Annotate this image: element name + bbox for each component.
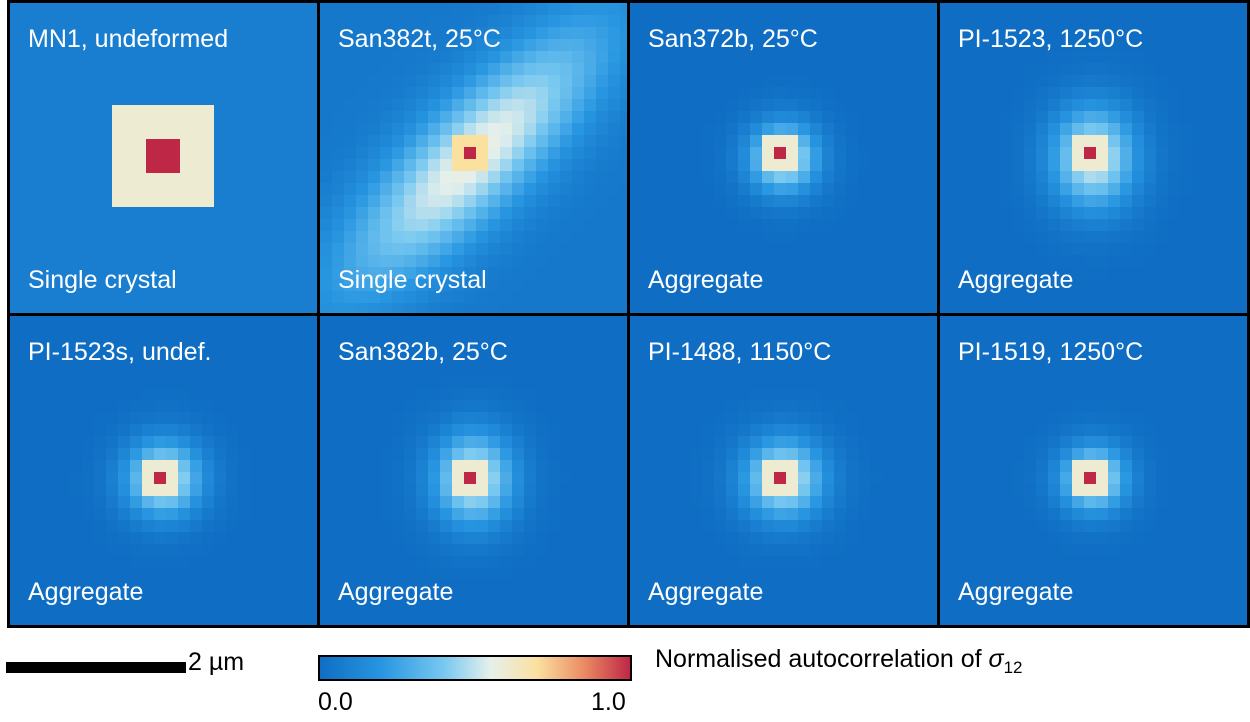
heatmap-image [10, 3, 317, 313]
heatmap-image [320, 315, 627, 625]
panel-title: San372b, 25°C [648, 25, 818, 53]
panel-subtitle: Aggregate [648, 265, 764, 294]
heatmap-panel: PI-1523s, undef. Aggregate [10, 315, 317, 625]
heatmap-image [10, 315, 317, 625]
colorbar-title-symbol: σ [988, 645, 1004, 673]
heatmap-grid: MN1, undeformed Single crystal San382t, 25… [7, 0, 1250, 628]
heatmap-panel: San372b, 25°C Aggregate [630, 3, 937, 313]
colorbar-title: Normalised autocorrelation of σ12 [655, 645, 1023, 678]
panel-subtitle: Single crystal [28, 265, 177, 294]
panel-subtitle: Aggregate [648, 578, 764, 606]
panel-title: San382b, 25°C [338, 337, 508, 366]
panel-subtitle: Aggregate [958, 578, 1074, 606]
heatmap-image [940, 315, 1247, 625]
colorbar-title-subscript: 12 [1003, 658, 1023, 677]
panel-title: PI-1523, 1250°C [958, 25, 1144, 53]
colorbar-max-label: 1.0 [591, 688, 626, 716]
scale-bar [6, 662, 186, 673]
heatmap-image [630, 3, 937, 313]
heatmap-panel: PI-1523, 1250°C Aggregate [940, 3, 1247, 313]
heatmap-panel: San382t, 25°C Single crystal [320, 3, 627, 313]
colorbar [318, 655, 632, 681]
heatmap-panel: San382b, 25°C Aggregate [320, 315, 627, 625]
panel-subtitle: Aggregate [338, 578, 454, 606]
heatmap-image [940, 3, 1247, 313]
colorbar-min-label: 0.0 [318, 688, 353, 716]
panel-title: MN1, undeformed [28, 25, 229, 53]
panel-title: PI-1523s, undef. [28, 337, 212, 366]
heatmap-panel: PI-1488, 1150°C Aggregate [630, 315, 937, 625]
heatmap-image [630, 315, 937, 625]
panel-subtitle: Aggregate [958, 265, 1074, 294]
panel-subtitle: Aggregate [28, 578, 144, 606]
heatmap-panel: MN1, undeformed Single crystal [10, 3, 317, 313]
panel-title: San382t, 25°C [338, 25, 501, 53]
panel-title: PI-1488, 1150°C [648, 337, 832, 366]
colorbar-title-text: Normalised autocorrelation of [655, 645, 989, 673]
panel-title: PI-1519, 1250°C [958, 337, 1144, 366]
heatmap-image [320, 3, 627, 313]
panel-subtitle: Single crystal [338, 265, 487, 294]
scale-bar-label: 2 µm [188, 648, 245, 676]
heatmap-panel: PI-1519, 1250°C Aggregate [940, 315, 1247, 625]
